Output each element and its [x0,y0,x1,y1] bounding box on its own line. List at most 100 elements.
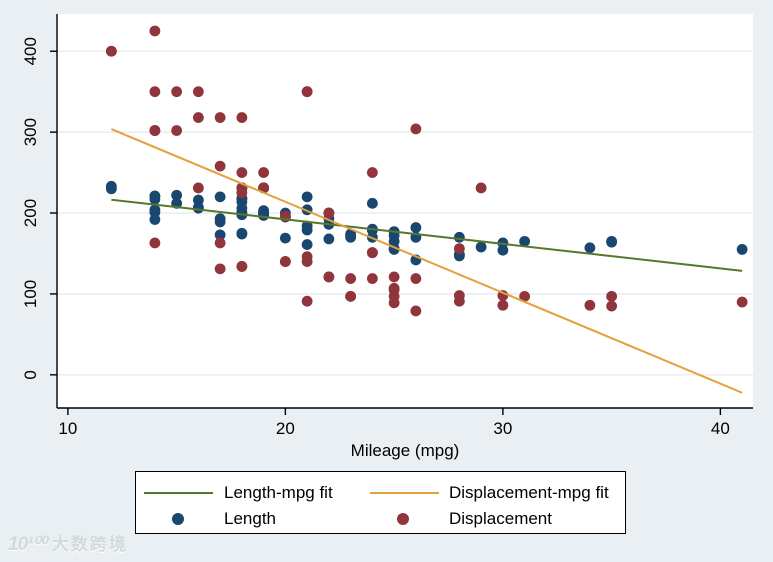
length-point [388,230,400,242]
y-tick-label: 0 [21,370,40,379]
displacement-point [192,86,204,98]
length-point [258,205,270,216]
length-point [236,196,248,208]
length-point [301,239,313,250]
displacement-point [475,182,487,194]
displacement-point [301,295,313,307]
displacement-point [214,237,226,249]
displacement-point [149,125,161,136]
length-point [279,232,291,244]
length-point [323,233,335,245]
displacement-point [345,290,357,302]
watermark-text: 大数跨境 [51,535,128,554]
x-axis-title: Mileage (mpg) [350,441,460,460]
displacement-point [388,271,400,283]
watermark: 10¹⁰⁰ 大数跨境 [8,530,128,556]
length-point [301,220,313,232]
displacement-point [345,273,357,284]
displacement-point [323,271,335,283]
y-tick-label: 100 [21,280,40,308]
x-tick-label: 20 [276,419,295,438]
length-point [149,193,161,205]
length-point [475,241,487,253]
displacement-fit-line-swatch [370,492,439,494]
length-point [453,231,465,243]
displacement-marker-swatch [397,513,409,525]
length-point [345,230,357,242]
length-point [584,242,596,254]
displacement-point [584,299,596,311]
length-marker-swatch [172,513,184,525]
displacement-point [606,290,618,302]
plot-area [57,14,753,408]
x-tick-label: 40 [711,419,730,438]
length-fit-line-swatch [144,492,213,494]
length-point [171,189,183,201]
legend-entry-length: Length [172,509,276,529]
displacement-point [736,296,748,308]
y-tick-label: 400 [21,37,40,65]
displacement-point [214,160,226,172]
displacement-point [192,112,204,123]
displacement-point [453,295,465,307]
length-point [366,197,378,209]
displacement-point [214,112,226,123]
displacement-point [236,112,248,123]
displacement-point [192,182,204,194]
displacement-point [519,290,531,302]
length-fit-line [111,198,743,272]
x-tick-label: 10 [58,419,77,438]
length-point [192,202,204,214]
displacement-point [149,25,161,37]
length-point [236,227,248,239]
displacement-point [388,290,400,302]
legend-label: Length-mpg fit [224,483,333,502]
watermark-logo-icon: 10¹⁰⁰ [8,534,47,555]
length-point [105,183,117,195]
displacement-point [149,237,161,249]
length-point [192,194,204,206]
length-point [736,244,748,255]
y-tick-label: 200 [21,199,40,227]
displacement-point [258,167,270,178]
displacement-point [171,86,183,98]
displacement-point [214,263,226,275]
displacement-point [497,299,509,311]
displacement-point [236,261,248,272]
length-point [214,213,226,225]
displacement-point [606,300,618,312]
legend-label: Length [224,509,276,528]
displacement-point [410,123,422,135]
legend-entry-displacement-fit: Displacement-mpg fit [370,483,609,503]
displacement-point [366,273,378,284]
displacement-point [410,305,422,317]
displacement-point [366,247,378,259]
displacement-point [453,243,465,255]
displacement-point [301,251,313,263]
length-point [301,191,313,203]
length-point [497,244,509,256]
length-point [519,235,531,247]
legend-label: Displacement-mpg fit [449,483,609,502]
displacement-point [149,86,161,98]
length-point [410,222,422,233]
displacement-point [301,86,313,98]
displacement-fit-line [110,128,743,394]
length-point [606,236,618,248]
y-tick-label: 300 [21,118,40,146]
legend-label: Displacement [449,509,552,528]
length-point [214,229,226,241]
displacement-point [366,167,378,178]
displacement-point [171,125,183,136]
x-tick-label: 30 [493,419,512,438]
chart-legend: Length-mpg fit Displacement-mpg fit Leng… [135,471,626,534]
displacement-point [105,45,117,57]
displacement-point [410,273,422,284]
displacement-point [236,167,248,178]
displacement-point [323,207,335,219]
legend-entry-displacement: Displacement [397,509,552,529]
displacement-point [279,256,291,267]
length-point [149,214,161,225]
